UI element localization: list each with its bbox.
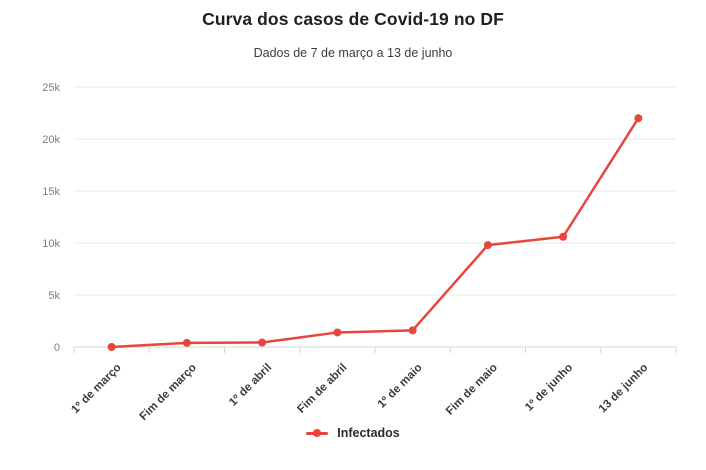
legend-line-marker <box>306 429 329 438</box>
y-axis-tick-label: 25k <box>42 82 60 94</box>
x-axis-label: 1º de junho <box>523 362 575 414</box>
y-axis-tick-label: 0 <box>54 342 60 354</box>
x-axis-label: Fim de maio <box>444 362 500 418</box>
x-axis-label: 1º de maio <box>376 362 425 411</box>
data-point[interactable] <box>258 338 267 347</box>
covid-curve-chart-card: Curva dos casos de Covid-19 no DF Dados … <box>0 9 706 470</box>
x-axis-label: Fim de março <box>138 362 199 422</box>
chart-subtitle: Dados de 7 de março a 13 de junho <box>253 46 453 60</box>
chart-title: Curva dos casos de Covid-19 no DF <box>202 9 504 29</box>
legend-dot-icon <box>313 429 322 437</box>
data-point[interactable] <box>408 326 417 335</box>
data-point[interactable] <box>182 338 191 347</box>
legend: Infectados <box>0 426 706 440</box>
line-chart: 0 5k 10k 15k 20k 25k 1º de março Fim de março 1º… <box>42 82 677 422</box>
data-point[interactable] <box>333 328 342 337</box>
x-axis-label: 13 de junho <box>597 362 651 416</box>
y-axis-tick-label: 10k <box>42 238 60 250</box>
data-point[interactable] <box>559 232 568 241</box>
y-axis-tick-label: 20k <box>42 134 60 146</box>
x-axis-label: 1º de abril <box>227 362 274 409</box>
data-point[interactable] <box>634 114 643 123</box>
y-axis-tick-label: 15k <box>42 186 60 198</box>
data-point[interactable] <box>107 342 116 351</box>
legend-label: Infectados <box>337 426 400 440</box>
y-axis-tick-label: 5k <box>48 290 60 302</box>
series-line-infectados <box>110 116 640 349</box>
x-axis-label: 1º de março <box>69 362 123 416</box>
data-point[interactable] <box>483 241 492 250</box>
x-axis-label: Fim de abril <box>295 362 349 416</box>
